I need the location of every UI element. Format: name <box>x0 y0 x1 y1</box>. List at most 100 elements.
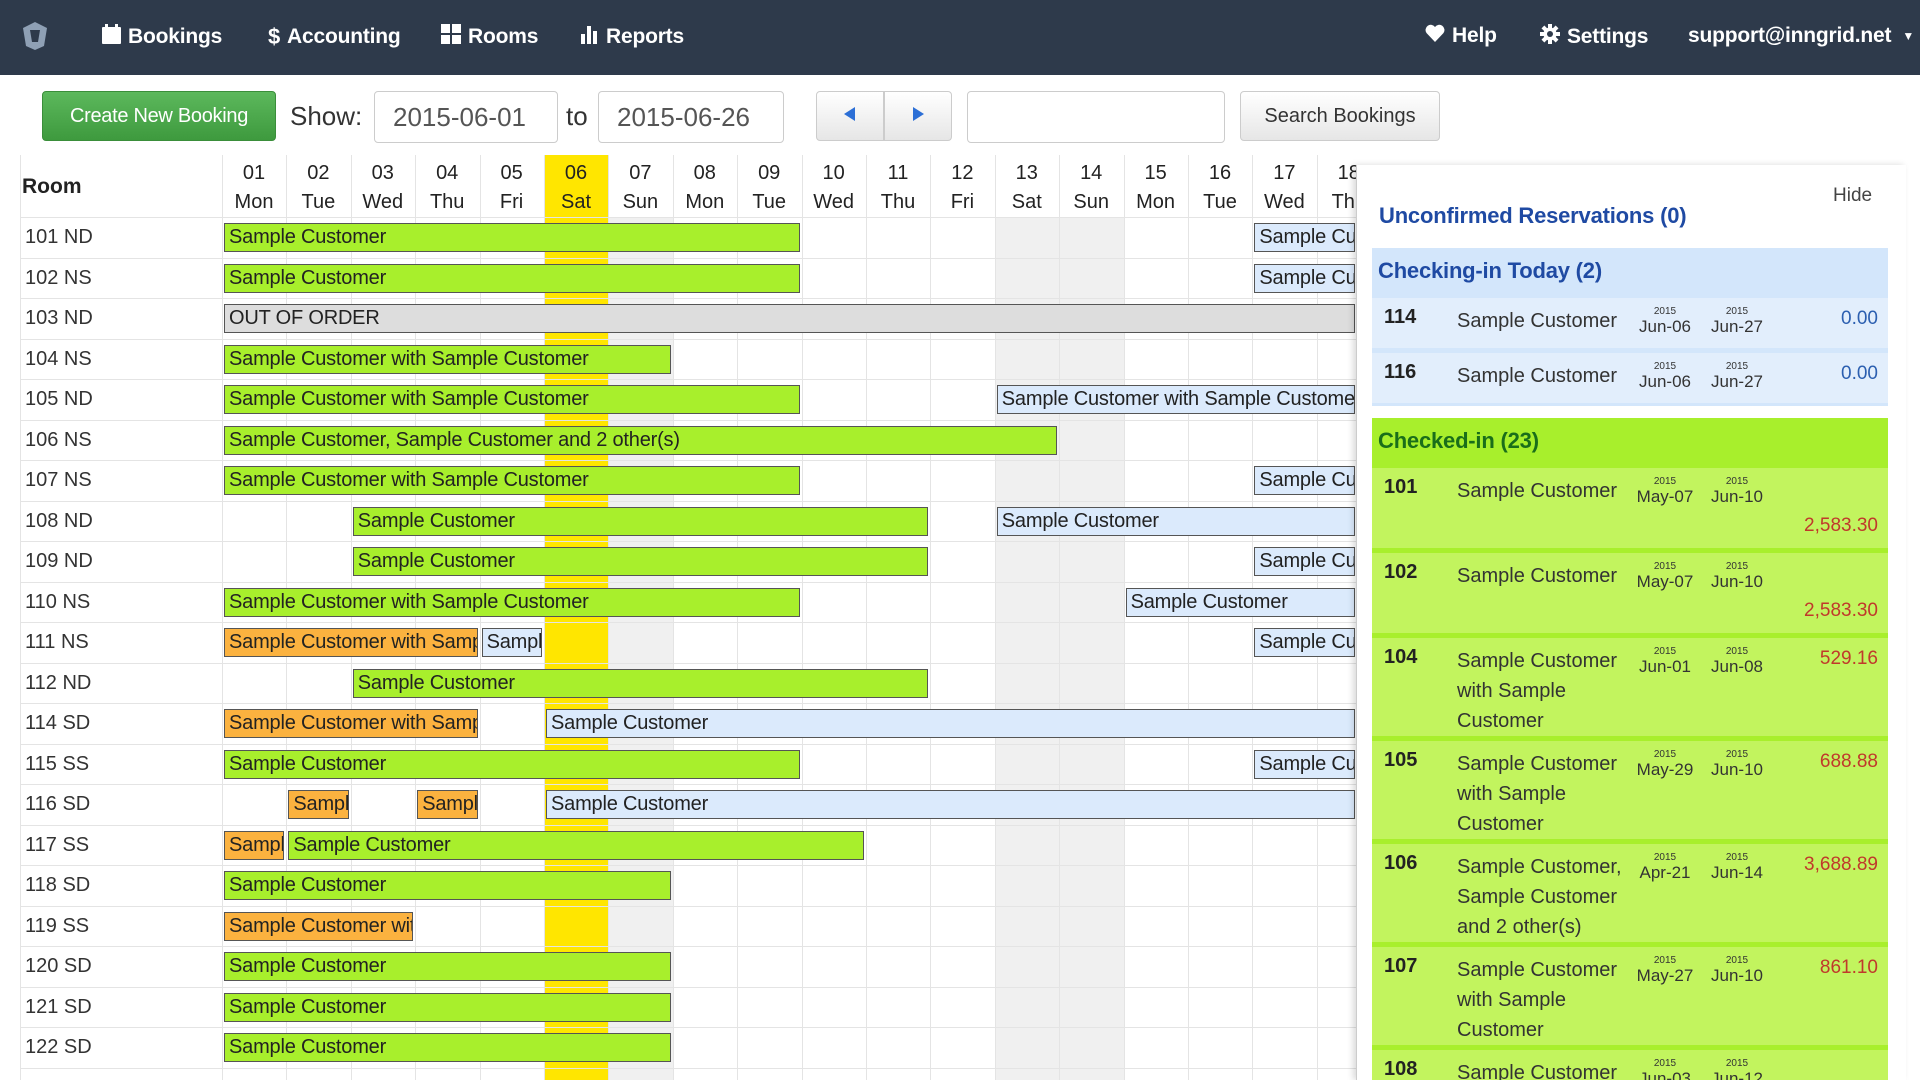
room-label[interactable]: 106 NS <box>25 428 92 451</box>
day-header[interactable]: 18 Thu <box>1317 159 1360 217</box>
reservation-item[interactable]: 101 Sample Customer 2015 May-07 2015 Jun-10 2,… <box>1372 468 1888 548</box>
prev-period-button[interactable] <box>816 91 884 141</box>
room-label[interactable]: 110 NS <box>25 590 91 613</box>
booking-bar[interactable]: Sample Customer <box>224 992 671 1022</box>
booking-bar[interactable]: Sample Customer <box>224 1033 671 1062</box>
nav-bookings[interactable]: Bookings <box>102 24 222 50</box>
room-label[interactable]: 114 SD <box>25 712 91 734</box>
booking-bar[interactable]: Sample Customer <box>1254 628 1355 657</box>
booking-bar[interactable]: Sample Customer <box>1254 547 1355 576</box>
room-label[interactable]: 122 SD <box>25 1036 92 1058</box>
search-bookings-input[interactable] <box>967 91 1225 143</box>
booking-bar[interactable]: Sample Customer <box>1254 749 1355 779</box>
booking-bar[interactable]: Sample Customer <box>546 709 1355 738</box>
booking-bar[interactable]: Sample Customer <box>352 547 929 576</box>
checking-in-title[interactable]: Checking-in Today (2) <box>1378 258 1602 283</box>
day-header[interactable]: 01 Mon <box>222 159 286 217</box>
booking-bar[interactable]: Sample Customer <box>288 830 864 860</box>
nav-settings[interactable]: Settings <box>1540 24 1648 50</box>
day-header[interactable]: 03 Wed <box>351 159 415 217</box>
booking-bar[interactable]: Sample Customer <box>1254 263 1355 293</box>
booking-bar[interactable]: Sample Customer with Sample Customer <box>224 628 478 657</box>
day-header[interactable]: 04 Thu <box>415 159 479 217</box>
day-header[interactable]: 09 Tue <box>737 159 801 217</box>
day-header[interactable]: 14 Sun <box>1059 159 1123 217</box>
booking-bar[interactable]: Sample Customer with Sample Customer <box>224 911 414 941</box>
booking-bar[interactable]: Sample Customer <box>481 628 542 657</box>
room-label[interactable]: 120 SD <box>25 955 92 977</box>
search-bookings-button[interactable]: Search Bookings <box>1240 91 1440 141</box>
day-header[interactable]: 16 Tue <box>1188 159 1252 217</box>
unconfirmed-reservations-title[interactable]: Unconfirmed Reservations (0) <box>1379 203 1687 228</box>
room-label[interactable]: 109 ND <box>25 550 93 572</box>
booking-bar[interactable]: Sample Customer <box>1254 466 1355 495</box>
day-header[interactable]: 02 Tue <box>286 159 350 217</box>
room-label[interactable]: 119 SS <box>25 914 90 937</box>
room-label[interactable]: 102 NS <box>25 266 92 289</box>
day-header[interactable]: 17 Wed <box>1252 159 1316 217</box>
room-label[interactable]: 108 ND <box>25 509 93 532</box>
room-label[interactable]: 107 NS <box>25 469 92 491</box>
day-header[interactable]: 08 Mon <box>673 159 737 217</box>
out-of-order-block[interactable]: OUT OF ORDER <box>224 304 1355 333</box>
end-date-input[interactable]: 2015-06-26 <box>598 91 784 143</box>
room-label[interactable]: 121 SD <box>25 995 92 1018</box>
room-label[interactable]: 112 ND <box>25 671 92 694</box>
booking-bar[interactable]: Sample Customer <box>546 790 1355 819</box>
booking-bar[interactable]: Sample Customer <box>288 790 349 819</box>
booking-bar[interactable]: Sample Customer <box>352 506 929 536</box>
nav-user-menu[interactable]: support@inngrid.net ▼ <box>1688 24 1914 48</box>
room-label[interactable]: 115 SS <box>25 752 90 775</box>
reservation-item[interactable]: 107 Sample Customer with Sample Customer 2… <box>1372 947 1888 1045</box>
booking-bar[interactable]: Sample Customer with Sample Customer <box>224 385 800 414</box>
next-period-button[interactable] <box>884 91 952 141</box>
nav-rooms[interactable]: Rooms <box>441 24 538 50</box>
create-booking-button[interactable]: Create New Booking <box>42 91 276 141</box>
nav-reports[interactable]: Reports <box>581 24 684 50</box>
booking-bar[interactable]: Sample Customer with Sample Customer <box>224 344 671 374</box>
booking-bar[interactable]: Sample Customer <box>224 830 285 860</box>
room-label[interactable]: 101 ND <box>25 226 93 248</box>
room-label[interactable]: 117 SS <box>25 833 90 856</box>
day-header[interactable]: 06 Sat <box>544 159 608 217</box>
room-label[interactable]: 103 ND <box>25 307 93 329</box>
reservation-item[interactable]: 114 Sample Customer 2015 Jun-06 2015 Jun-27 0.… <box>1372 298 1888 348</box>
booking-bar[interactable]: Sample Customer <box>224 871 671 900</box>
day-header[interactable]: 07 Sun <box>608 159 672 217</box>
booking-bar[interactable]: Sample Customer <box>224 263 800 293</box>
booking-bar[interactable]: Sample Customer with Sample Customer <box>224 709 478 738</box>
day-header[interactable]: 11 Thu <box>866 159 930 217</box>
booking-bar[interactable]: Sample Customer <box>224 749 800 779</box>
start-date-input[interactable]: 2015-06-01 <box>374 91 558 143</box>
booking-bar[interactable]: Sample Customer <box>1125 587 1355 617</box>
booking-bar[interactable]: Sample Customer <box>224 952 671 981</box>
reservation-item[interactable]: 116 Sample Customer 2015 Jun-06 2015 Jun-27 0.… <box>1372 353 1888 403</box>
day-header[interactable]: 12 Fri <box>930 159 994 217</box>
nav-help[interactable]: Help <box>1425 24 1497 48</box>
reservation-item[interactable]: 106 Sample Customer, Sample Customer and … <box>1372 844 1888 942</box>
checked-in-title[interactable]: Checked-in (23) <box>1378 428 1539 453</box>
booking-bar[interactable]: Sample Customer with Sample Customer <box>224 587 800 617</box>
room-label[interactable]: 118 SD <box>25 874 91 896</box>
booking-bar[interactable]: Sample Customer <box>1254 223 1355 252</box>
booking-bar[interactable]: Sample Customer with Sample Customer <box>996 385 1355 414</box>
room-label[interactable]: 111 NS <box>25 631 89 653</box>
booking-bar[interactable]: Sample Customer <box>352 668 929 698</box>
booking-bar[interactable]: Sample Customer, Sample Customer and 2 o… <box>224 425 1058 455</box>
booking-bar[interactable]: Sample Customer <box>996 506 1355 536</box>
day-header[interactable]: 13 Sat <box>995 159 1059 217</box>
booking-bar[interactable]: Sample Customer <box>417 790 478 819</box>
room-label[interactable]: 116 SD <box>25 793 91 815</box>
hide-panel-link[interactable]: Hide <box>1833 185 1873 206</box>
reservation-item[interactable]: 102 Sample Customer 2015 May-07 2015 Jun-10 2,… <box>1372 553 1888 633</box>
room-label[interactable]: 104 NS <box>25 347 92 370</box>
day-header[interactable]: 10 Wed <box>802 159 866 217</box>
day-header[interactable]: 15 Mon <box>1124 159 1188 217</box>
nav-accounting[interactable]: $ Accounting <box>268 24 401 50</box>
reservation-item[interactable]: 105 Sample Customer with Sample Customer 2… <box>1372 741 1888 839</box>
room-label[interactable]: 105 ND <box>25 388 93 410</box>
day-header[interactable]: 05 Fri <box>480 159 544 217</box>
reservation-item[interactable]: 104 Sample Customer with Sample Customer 2… <box>1372 638 1888 736</box>
logo-icon[interactable] <box>20 20 50 57</box>
